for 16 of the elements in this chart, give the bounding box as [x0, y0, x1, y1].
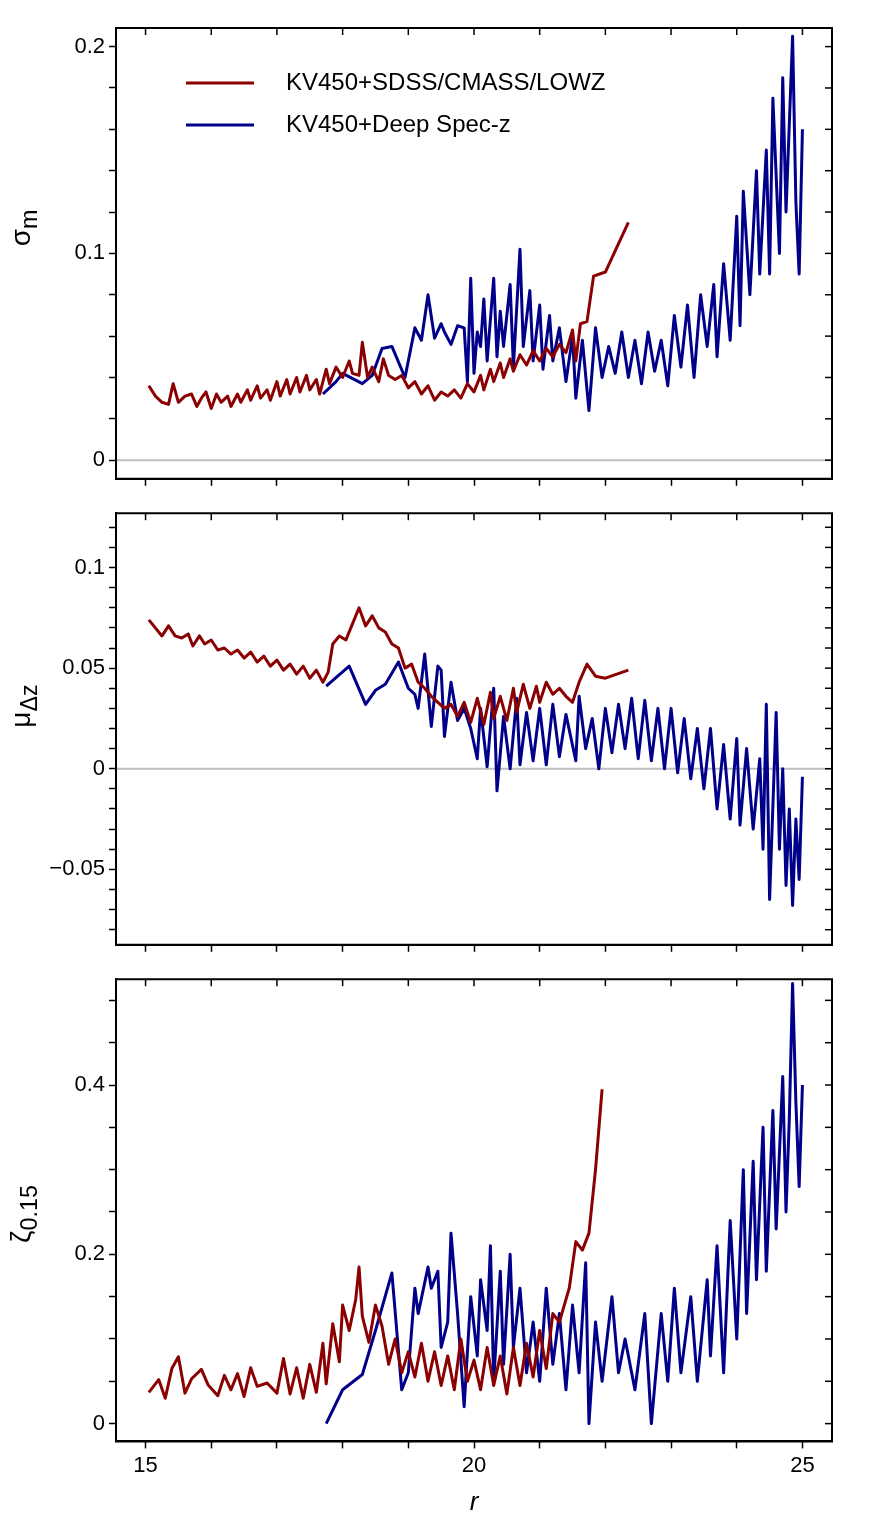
y-tick-label: 0.2 — [74, 32, 105, 58]
y-tick-label: 0 — [92, 446, 105, 472]
y-tick-label: 0 — [92, 1409, 105, 1435]
y-tick-label: −0.05 — [49, 855, 105, 881]
x-tick-label: 15 — [133, 1451, 158, 1477]
y-tick-label: 0.05 — [62, 654, 105, 680]
y-tick-label: 0 — [92, 754, 105, 780]
x-tick-label: 20 — [461, 1451, 487, 1477]
x-tick-label: 25 — [790, 1451, 815, 1477]
x-axis-title: r — [469, 1485, 480, 1516]
y-tick-label: 0.1 — [74, 239, 105, 265]
legend-label: KV450+Deep Spec-z — [286, 109, 511, 137]
y-tick-label: 0.2 — [74, 1240, 105, 1266]
y-tick-label: 0.4 — [74, 1071, 105, 1097]
y-tick-label: 0.1 — [74, 553, 105, 579]
legend-label: KV450+SDSS/CMASS/LOWZ — [286, 67, 606, 95]
